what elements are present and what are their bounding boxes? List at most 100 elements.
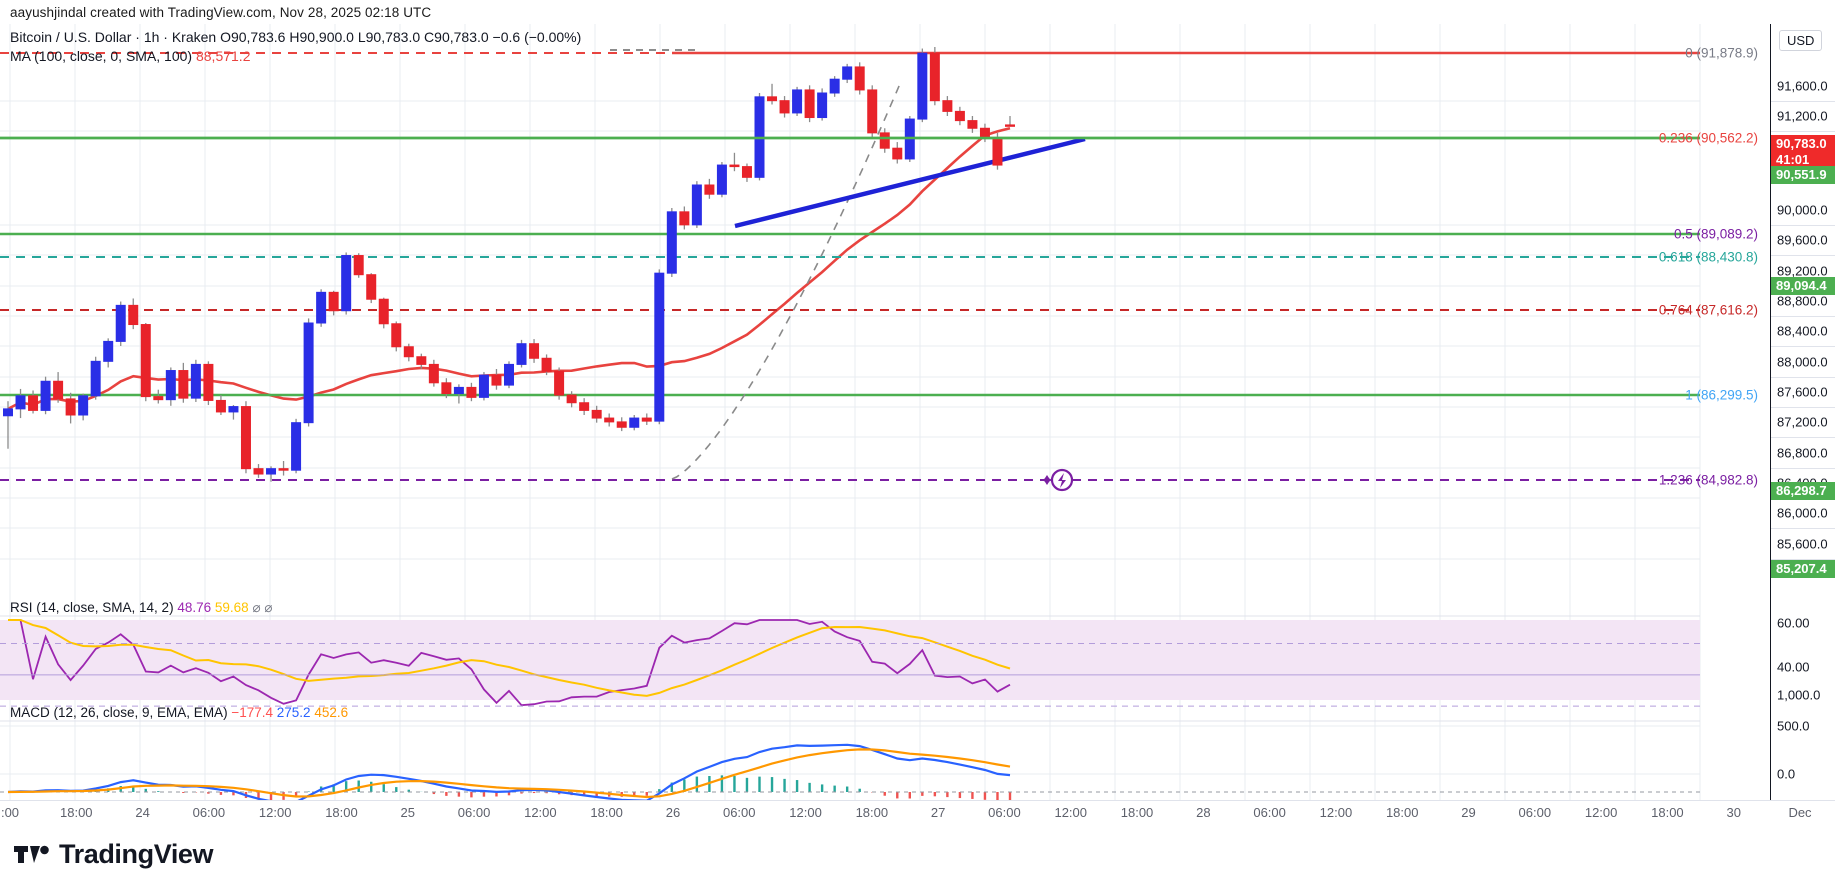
price-tick: 87,200.0 [1777, 414, 1828, 430]
price-tick: 86,800.0 [1777, 445, 1828, 461]
fib-level-label[interactable]: 1.236 (84,982.8) [1658, 472, 1758, 488]
candlestick-series[interactable] [3, 47, 1015, 482]
macd-legend-macd: 275.2 [276, 705, 311, 720]
rsi-line [8, 619, 1011, 707]
price-tick: 88,800.0 [1777, 293, 1828, 309]
currency-chip[interactable]: USD [1779, 30, 1823, 51]
time-tick: Dec [1788, 805, 1812, 820]
time-tick: 25 [400, 805, 415, 820]
price-tick: 86,000.0 [1777, 505, 1828, 521]
price-tick: 88,400.0 [1777, 323, 1828, 339]
price-tick: 88,000.0 [1777, 354, 1828, 370]
indicator-tick: 1,000.0 [1777, 687, 1821, 703]
tradingview-mark-icon [14, 845, 49, 863]
legend-ma-title[interactable]: MA (100, close, 0, SMA, 100) [10, 48, 193, 64]
time-tick: 12:00 [524, 805, 557, 820]
price-tick: 87,600.0 [1777, 384, 1828, 400]
time-tick: 30 [1726, 805, 1741, 820]
price-badge: 86,298.7 [1771, 482, 1835, 500]
parabolic-projection-line[interactable] [671, 82, 902, 480]
time-tick: 12:00 [1584, 805, 1618, 820]
price-badge: 89,094.4 [1771, 277, 1835, 295]
axis-separator [1771, 468, 1835, 469]
macd-legend: MACD (12, 26, close, 9, EMA, EMA) −177.4… [10, 705, 348, 720]
time-tick: 06:00 [192, 805, 226, 820]
rsi-legend-sma-value: 59.68 [214, 600, 249, 615]
fib-level-label[interactable]: 0.764 (87,616.2) [1658, 302, 1758, 318]
axis-separator [1771, 131, 1835, 132]
time-tick: 18:00 [590, 805, 623, 820]
time-tick: 18:00 [325, 805, 358, 820]
axis-separator [1771, 101, 1835, 102]
legend-symbol[interactable]: Bitcoin / U.S. Dollar · 1h · Kraken [10, 29, 217, 45]
rsi-legend-title[interactable]: RSI (14, close, SMA, 14, 2) [10, 600, 174, 615]
time-tick: 12:00 [1319, 805, 1353, 820]
legend-close: C90,783.0 [424, 29, 489, 45]
time-tick: 27 [930, 805, 946, 820]
fibonacci-levels [0, 52, 1700, 481]
time-tick: 12:00 [1054, 805, 1088, 820]
chart-legend: Bitcoin / U.S. Dollar · 1h · Kraken O90,… [10, 28, 581, 66]
price-tick: 90,000.0 [1777, 202, 1828, 218]
time-tick: 18:00 [1120, 805, 1154, 820]
legend-low: L90,783.0 [357, 29, 421, 45]
alert-lightning-icon[interactable] [1041, 468, 1074, 492]
macd-legend-signal: 452.6 [314, 705, 349, 720]
time-tick: 18:00 [1651, 805, 1684, 820]
price-tick: 89,600.0 [1777, 232, 1828, 248]
indicator-tick: 0.0 [1777, 766, 1796, 782]
axis-separator [1771, 377, 1835, 378]
axis-separator [1771, 225, 1835, 226]
fib-level-label[interactable]: 0.618 (88,430.8) [1658, 249, 1758, 265]
tradingview-logo[interactable]: TradingView [14, 839, 214, 870]
time-tick: 18:00 [1385, 805, 1419, 820]
macd-signal-line [7, 748, 1011, 799]
macd-legend-title[interactable]: MACD (12, 26, close, 9, EMA, EMA) [10, 705, 228, 720]
footer-bar: TradingView [0, 826, 1835, 883]
time-tick: 18:00 [855, 805, 889, 820]
legend-high: H90,900.0 [289, 29, 354, 45]
axis-separator [1771, 528, 1835, 529]
price-tick: 91,600.0 [1777, 78, 1828, 94]
time-tick: 18:00 [60, 805, 93, 820]
indicator-tick: 40.00 [1777, 659, 1810, 675]
legend-ma-row: MA (100, close, 0, SMA, 100) 88,571.2 [10, 47, 581, 66]
price-badge-value: 85,207.4 [1776, 561, 1827, 576]
tradingview-wordmark: TradingView [59, 839, 214, 869]
time-tick: 29 [1461, 805, 1476, 820]
rsi-legend-extra-2: ⌀ [264, 600, 273, 615]
time-tick: 12:00 [789, 805, 822, 820]
indicator-tick: 500.0 [1777, 718, 1810, 734]
axis-separator [1771, 407, 1835, 408]
time-tick: 24 [135, 805, 150, 820]
rsi-legend-value: 48.76 [177, 600, 212, 615]
price-badge-value: 86,298.7 [1776, 483, 1827, 498]
time-tick: :00 [0, 805, 20, 820]
price-tick: 91,200.0 [1777, 108, 1828, 124]
rsi-legend: RSI (14, close, SMA, 14, 2) 48.76 59.68 … [10, 600, 273, 616]
price-badge-value: 89,094.4 [1776, 278, 1827, 293]
legend-ma-value: 88,571.2 [195, 48, 251, 64]
price-axis[interactable]: USD 91,600.0 91,200.0 90,000.0 89,600.0 89,2… [1770, 24, 1835, 800]
time-tick: 26 [665, 805, 681, 820]
time-tick: 06:00 [988, 805, 1021, 820]
fib-level-label[interactable]: 0.236 (90,562.2) [1658, 130, 1758, 146]
fib-level-label[interactable]: 1 (86,299.5) [1685, 387, 1758, 403]
time-tick: 06:00 [1253, 805, 1286, 820]
chart-svg [0, 24, 1701, 800]
ascending-trendline[interactable] [734, 136, 1086, 229]
fib-level-label[interactable]: 0.5 (89,089.2) [1673, 226, 1758, 242]
attribution-text: aayushjindal created with TradingView.co… [10, 5, 432, 20]
macd-legend-hist: −177.4 [231, 705, 273, 720]
time-tick: 06:00 [1518, 805, 1552, 820]
time-axis[interactable]: :00 18:00 24 06:00 12:00 18:00 25 06:00 12:00 18:… [0, 800, 1835, 826]
fib-level-label[interactable]: 0 (91,878.9) [1685, 45, 1758, 61]
legend-change: −0.6 [492, 29, 521, 45]
legend-change-percent: (−0.00%) [524, 29, 582, 45]
time-tick: 06:00 [722, 805, 756, 820]
countdown-timer: 41:01 [1776, 152, 1810, 167]
price-badge-value: 90,551.9 [1776, 167, 1827, 182]
indicator-tick: 60.00 [1777, 615, 1810, 631]
chart-canvas[interactable] [0, 24, 1770, 800]
time-tick: 12:00 [258, 805, 292, 820]
